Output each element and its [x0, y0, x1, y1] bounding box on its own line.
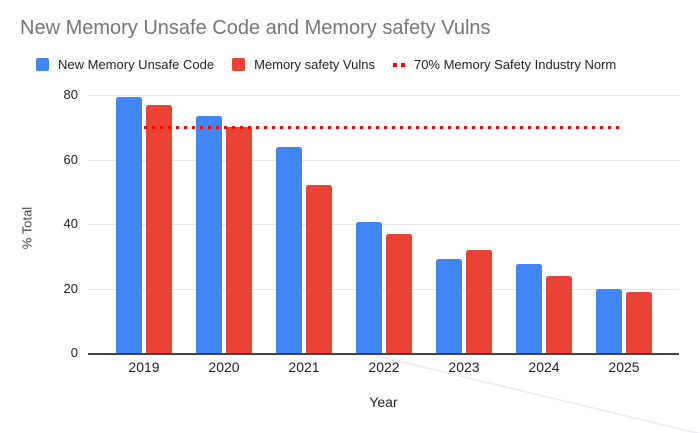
y-tick-label-20: 20 [63, 280, 78, 296]
y-tick-label-40: 40 [63, 216, 78, 231]
bar-memory-safety-vulns-2023 [466, 249, 492, 353]
x-tick-label-2023: 2023 [448, 359, 480, 375]
x-tick-label-2024: 2024 [528, 359, 560, 375]
bar-new-memory-unsafe-code-2021 [276, 146, 302, 353]
gridline-20 [88, 288, 679, 290]
dot-icon [392, 62, 397, 67]
gridline-60 [88, 159, 679, 161]
industry-norm-dotted-line [144, 125, 624, 129]
gridline-80 [88, 95, 679, 96]
x-tick-label-2020: 2020 [208, 359, 240, 375]
x-tick-label-2021: 2021 [288, 359, 320, 375]
bar-memory-safety-vulns-2019 [146, 104, 172, 353]
y-axis: 0 20 40 60 80 [0, 87, 78, 360]
blue-square-swatch-icon [36, 58, 49, 71]
chart-title: New Memory Unsafe Code and Memory safety… [20, 17, 491, 39]
y-tick-label-80: 80 [63, 87, 78, 102]
plot-area [88, 95, 679, 355]
x-axis: 2019 2020 2021 2022 2023 2024 2025 [88, 358, 679, 376]
bar-memory-safety-vulns-2025 [626, 291, 652, 353]
bar-new-memory-unsafe-code-2024 [516, 264, 542, 353]
legend-item-memory-safety-vulns: Memory safety Vulns [232, 57, 375, 72]
y-tick-label-0: 0 [70, 345, 78, 360]
bar-memory-safety-vulns-2021 [306, 185, 332, 353]
bar-new-memory-unsafe-code-2020 [196, 115, 222, 353]
x-axis-title: Year [369, 394, 398, 410]
legend-item-new-memory-unsafe-code: New Memory Unsafe Code [36, 57, 214, 72]
bar-memory-safety-vulns-2022 [386, 233, 412, 353]
bar-new-memory-unsafe-code-2019 [116, 96, 142, 353]
bar-new-memory-unsafe-code-2023 [436, 259, 462, 353]
red-dotted-line-icon [392, 62, 405, 67]
bar-new-memory-unsafe-code-2025 [596, 288, 622, 353]
legend-label-new-memory-unsafe-code: New Memory Unsafe Code [58, 57, 215, 72]
dot-icon [400, 62, 405, 67]
legend-item-industry-norm: 70% Memory Safety Industry Norm [392, 57, 617, 72]
bar-memory-safety-vulns-2024 [546, 275, 572, 353]
x-tick-label-2019: 2019 [128, 359, 160, 375]
legend-label-industry-norm: 70% Memory Safety Industry Norm [413, 57, 617, 72]
bar-new-memory-unsafe-code-2022 [356, 222, 382, 353]
bar-memory-safety-vulns-2020 [226, 127, 252, 353]
legend-label-memory-safety-vulns: Memory safety Vulns [254, 57, 375, 72]
legend: New Memory Unsafe Code Memory safety Vul… [36, 57, 616, 72]
red-square-swatch-icon [232, 58, 246, 71]
y-tick-label-60: 60 [63, 151, 78, 167]
x-tick-label-2022: 2022 [368, 359, 400, 375]
x-tick-label-2025: 2025 [608, 359, 640, 375]
gridline-40 [88, 224, 679, 225]
